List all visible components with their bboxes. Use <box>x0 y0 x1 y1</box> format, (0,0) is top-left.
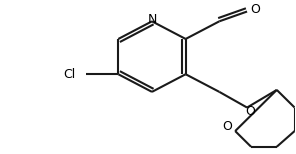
Text: N: N <box>147 13 157 26</box>
Text: Cl: Cl <box>63 68 76 81</box>
Text: O: O <box>250 3 260 16</box>
Text: O: O <box>245 105 255 118</box>
Text: O: O <box>222 120 232 133</box>
